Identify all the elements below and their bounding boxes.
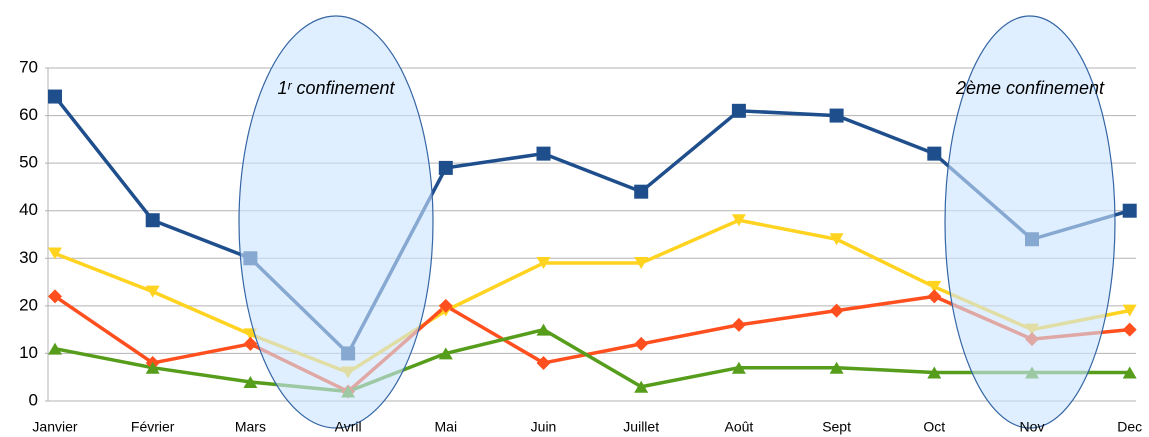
series-line bbox=[54, 327, 1130, 394]
marker bbox=[48, 342, 62, 355]
marker bbox=[48, 89, 62, 104]
x-tick-label: Janvier bbox=[32, 419, 77, 435]
highlight-ellipse bbox=[238, 15, 434, 429]
y-tick-label: 10 bbox=[19, 343, 38, 362]
y-tick-label: 40 bbox=[19, 200, 38, 219]
marker bbox=[731, 103, 746, 118]
marker bbox=[927, 280, 942, 293]
x-tick-label: Avril bbox=[335, 419, 362, 435]
marker bbox=[48, 247, 62, 260]
marker bbox=[536, 355, 551, 370]
marker bbox=[634, 257, 649, 270]
marker bbox=[243, 375, 258, 388]
y-tick-label: 50 bbox=[19, 153, 38, 172]
marker bbox=[731, 361, 746, 374]
y-tick-label: 70 bbox=[19, 57, 38, 76]
x-tick-label: Juillet bbox=[623, 419, 659, 435]
x-tick-label: Oct bbox=[923, 419, 945, 435]
marker bbox=[927, 289, 942, 304]
marker bbox=[634, 336, 649, 351]
marker bbox=[1122, 203, 1137, 218]
x-tick-label: Sept bbox=[822, 419, 851, 435]
marker bbox=[243, 336, 258, 351]
marker bbox=[145, 285, 160, 298]
marker bbox=[927, 146, 942, 161]
x-tick-label: Mai bbox=[435, 419, 458, 435]
marker bbox=[927, 366, 942, 379]
x-tick-label: Dec bbox=[1117, 419, 1142, 435]
y-tick-label: 30 bbox=[19, 248, 38, 267]
marker bbox=[536, 257, 551, 270]
marker bbox=[1122, 304, 1137, 317]
marker bbox=[829, 233, 844, 246]
marker bbox=[536, 323, 551, 336]
marker bbox=[634, 380, 649, 393]
marker bbox=[438, 160, 453, 175]
series-line bbox=[54, 294, 1130, 394]
marker bbox=[731, 214, 746, 227]
axis-labels: 0 10 20 30 40 50 60 70 Janvier Février Mars Avril Ma… bbox=[19, 57, 1142, 434]
y-tick-label: 20 bbox=[19, 295, 38, 314]
marker bbox=[829, 361, 844, 374]
annotation: 2ème confinement bbox=[955, 78, 1105, 98]
marker bbox=[1122, 366, 1137, 379]
x-tick-label: Février bbox=[131, 419, 175, 435]
marker bbox=[438, 298, 453, 313]
marker bbox=[536, 146, 551, 161]
annotation: 1ʳ confinement bbox=[277, 78, 395, 98]
grid bbox=[45, 67, 1136, 402]
y-tick-label: 0 bbox=[29, 390, 38, 409]
marker bbox=[829, 108, 844, 123]
marker bbox=[145, 213, 160, 228]
marker bbox=[731, 317, 746, 332]
highlight-ellipse bbox=[944, 15, 1116, 429]
x-tick-label: Nov bbox=[1020, 419, 1045, 435]
y-tick-label: 60 bbox=[19, 105, 38, 124]
marker bbox=[438, 347, 453, 360]
marker bbox=[145, 361, 160, 374]
x-tick-label: Juin bbox=[531, 419, 557, 435]
marker bbox=[1122, 322, 1137, 337]
marker bbox=[634, 184, 649, 199]
x-tick-label: Mars bbox=[235, 419, 266, 435]
marker bbox=[829, 303, 844, 318]
x-tick-label: Août bbox=[724, 419, 753, 435]
marker bbox=[48, 289, 62, 304]
